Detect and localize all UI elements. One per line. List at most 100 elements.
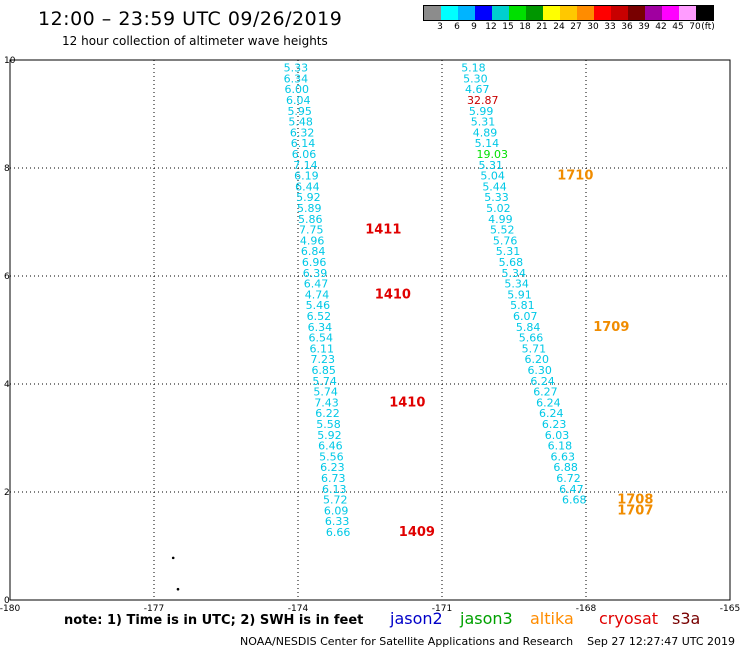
pass-time-label: 1707 bbox=[617, 503, 653, 518]
legend-label: 36 bbox=[621, 22, 633, 32]
wave-height-label: 6.03 bbox=[545, 429, 570, 442]
y-tick-label: 4 bbox=[4, 380, 10, 390]
wave-height-label: 5.33 bbox=[484, 191, 509, 204]
wave-height-label: 7.43 bbox=[314, 396, 339, 409]
pass-time-label: 1410 bbox=[389, 395, 425, 410]
wave-height-label: 5.95 bbox=[287, 105, 312, 118]
wave-height-label: 6.54 bbox=[309, 332, 334, 345]
wave-height-label: 32.87 bbox=[467, 94, 499, 107]
legend-label: 39 bbox=[638, 22, 650, 32]
wave-height-label: 5.34 bbox=[502, 267, 527, 280]
legend-swatch bbox=[577, 6, 594, 20]
satellite-label: s3a bbox=[672, 609, 701, 628]
legend-swatch bbox=[594, 6, 611, 20]
legend-swatch bbox=[458, 6, 475, 20]
wave-height-label: 5.66 bbox=[519, 332, 544, 345]
wave-height-label: 6.04 bbox=[286, 94, 311, 107]
wave-height-label: 6.44 bbox=[295, 180, 320, 193]
wave-height-label: 4.89 bbox=[473, 126, 498, 139]
wave-height-label: 6.34 bbox=[308, 321, 333, 334]
data-dot bbox=[176, 587, 180, 591]
wave-height-label: 5.31 bbox=[496, 245, 521, 258]
legend-label: 18 bbox=[519, 22, 531, 32]
legend-label: 42 bbox=[655, 22, 667, 32]
legend-swatch bbox=[475, 6, 492, 20]
wave-height-label: 5.81 bbox=[510, 299, 535, 312]
wave-height-label: 5.46 bbox=[306, 299, 331, 312]
legend-swatch bbox=[441, 6, 458, 20]
wave-height-label: 6.23 bbox=[320, 461, 345, 474]
legend-label: 27 bbox=[570, 22, 582, 32]
wave-height-label: 5.02 bbox=[486, 202, 511, 215]
legend-swatch bbox=[424, 6, 441, 20]
wave-height-label: 7.14 bbox=[293, 159, 318, 172]
y-tick-label: 10 bbox=[4, 56, 16, 66]
wave-height-label: 5.33 bbox=[284, 62, 309, 75]
wave-height-label: 6.23 bbox=[542, 418, 567, 431]
legend-swatch bbox=[645, 6, 662, 20]
legend-swatch bbox=[662, 6, 679, 20]
wave-height-label: 6.88 bbox=[553, 461, 578, 474]
wave-height-label: 7.75 bbox=[299, 224, 324, 237]
pass-time-label: 1411 bbox=[365, 223, 401, 238]
legend-swatch bbox=[679, 6, 696, 20]
color-legend bbox=[423, 5, 714, 21]
wave-height-label: 6.85 bbox=[311, 364, 336, 377]
wave-height-label: 5.86 bbox=[298, 213, 323, 226]
wave-height-label: 4.67 bbox=[465, 83, 490, 96]
data-dot bbox=[171, 556, 175, 560]
wave-height-label: 6.20 bbox=[525, 353, 550, 366]
legend-label: 70 bbox=[689, 22, 701, 32]
legend-swatch bbox=[628, 6, 645, 20]
wave-height-label: 5.92 bbox=[296, 191, 321, 204]
legend-label: 21 bbox=[536, 22, 548, 32]
wave-height-label: 6.47 bbox=[559, 483, 584, 496]
wave-height-label: 5.71 bbox=[522, 342, 547, 355]
wave-height-label: 4.96 bbox=[300, 234, 325, 247]
wave-height-label: 6.34 bbox=[284, 72, 309, 85]
wave-height-label: 5.04 bbox=[480, 170, 505, 183]
legend-label: 24 bbox=[553, 22, 565, 32]
y-tick-label: 8 bbox=[4, 164, 10, 174]
legend-label: (ft) bbox=[701, 22, 715, 32]
wave-height-label: 7.23 bbox=[310, 353, 335, 366]
wave-height-label: 6.52 bbox=[307, 310, 332, 323]
wave-height-label: 5.74 bbox=[312, 375, 337, 388]
wave-height-label: 6.84 bbox=[301, 245, 326, 258]
wave-height-label: 19.03 bbox=[477, 148, 509, 161]
x-tick-label: -168 bbox=[576, 604, 597, 614]
x-tick-label: -177 bbox=[144, 604, 164, 614]
wave-height-label: 5.89 bbox=[297, 202, 322, 215]
satellite-label: jason3 bbox=[460, 609, 513, 628]
legend-swatch bbox=[696, 6, 713, 20]
plot-frame bbox=[9, 59, 731, 601]
wave-height-label: 5.30 bbox=[463, 72, 488, 85]
legend-swatch bbox=[492, 6, 509, 20]
x-tick-label: -171 bbox=[432, 604, 452, 614]
wave-height-label: 6.47 bbox=[304, 278, 329, 291]
wave-height-label: 6.14 bbox=[291, 137, 316, 150]
credit-line: NOAA/NESDIS Center for Satellite Applica… bbox=[240, 635, 736, 648]
wave-height-label: 5.34 bbox=[504, 278, 529, 291]
wave-height-label: 6.27 bbox=[533, 386, 558, 399]
wave-height-label: 5.99 bbox=[469, 105, 494, 118]
wave-height-label: 5.31 bbox=[471, 116, 496, 129]
wave-height-label: 5.92 bbox=[317, 429, 342, 442]
x-tick-label: -180 bbox=[0, 604, 20, 614]
wave-height-label: 6.39 bbox=[303, 267, 328, 280]
wave-height-label: 6.96 bbox=[302, 256, 327, 269]
chart-title: 12:00 – 23:59 UTC 09/26/2019 bbox=[38, 8, 343, 30]
wave-height-label: 6.33 bbox=[325, 515, 350, 528]
legend-label: 3 bbox=[437, 22, 443, 32]
legend-swatch bbox=[543, 6, 560, 20]
wave-height-label: 6.24 bbox=[539, 407, 564, 420]
y-tick-label: 2 bbox=[4, 488, 10, 498]
wave-height-label: 6.19 bbox=[294, 170, 319, 183]
wave-height-label: 5.14 bbox=[475, 137, 500, 150]
legend-label: 9 bbox=[471, 22, 477, 32]
wave-height-label: 5.74 bbox=[313, 386, 338, 399]
legend-label: 12 bbox=[485, 22, 497, 32]
wave-height-label: 6.66 bbox=[326, 526, 351, 539]
x-tick-label: -174 bbox=[288, 604, 309, 614]
